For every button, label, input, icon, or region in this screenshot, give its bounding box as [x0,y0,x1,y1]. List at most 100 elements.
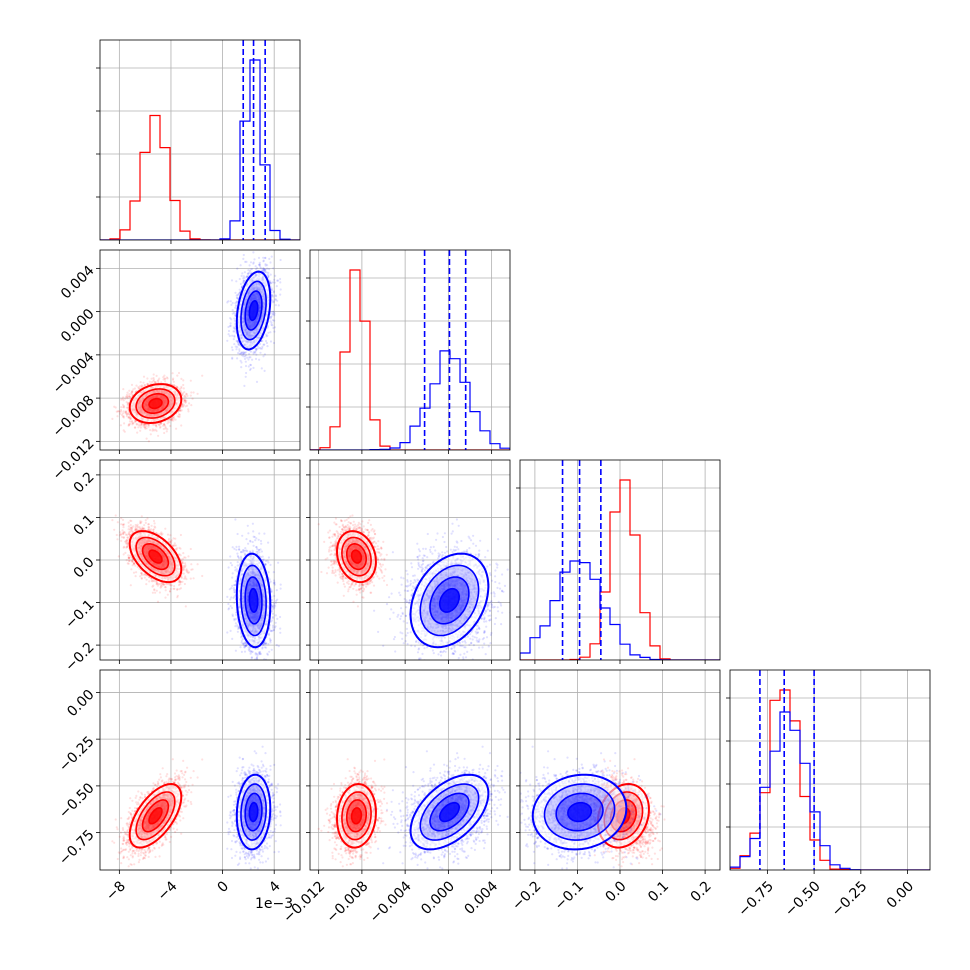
sample-point [154,424,158,427]
sample-point [170,417,174,420]
sample-point [251,267,254,271]
sample-point [184,396,187,399]
sample-point [158,423,161,426]
sample-point [273,278,276,281]
sample-point [248,353,251,356]
sample-point [111,417,114,420]
sample-point [184,399,187,402]
sample-point [157,422,160,426]
sample-point [273,330,276,333]
sample-point [179,390,182,393]
sample-point [139,381,142,384]
sample-point [142,381,145,384]
sample-point [124,397,127,400]
sample-point [153,381,156,384]
sample-point [274,274,277,277]
sample-point [142,425,145,428]
sample-point [152,378,155,381]
sample-point [152,373,155,376]
sample-point [152,376,155,380]
sample-point [228,334,231,338]
sample-point [164,380,167,383]
sample-point [147,440,150,443]
sample-point [126,395,129,398]
sample-point [244,354,248,357]
sample-point [229,322,232,325]
sample-point [187,408,190,411]
sample-point [240,274,243,277]
sample-point [135,384,138,387]
contour-a [148,397,163,410]
sample-point [226,339,229,342]
sample-point [171,416,174,419]
sample-point [231,348,234,352]
sample-point [275,285,278,288]
sample-point [181,393,184,396]
sample-point [127,395,130,398]
sample-point [191,397,194,400]
sample-point [236,341,239,344]
sample-point [170,419,174,422]
sample-point [242,257,245,260]
sample-point [122,396,125,399]
sample-point [172,417,176,420]
sample-point [155,429,158,433]
sample-point [183,395,186,398]
sample-point [164,377,167,380]
sample-point [154,428,157,431]
sample-point [122,415,125,418]
sample-point [252,251,255,254]
sample-point [183,398,186,401]
sample-point [242,253,245,257]
sample-point [175,427,178,430]
sample-point [270,323,273,326]
sample-point [229,324,232,327]
sample-point [171,372,174,375]
sample-point [266,273,269,276]
sample-point [274,298,277,301]
panel-0-0-content [100,40,300,240]
sample-point [190,404,193,407]
sample-point [163,424,166,427]
sample-point [126,403,129,406]
sample-point [264,256,267,260]
sample-point [176,415,179,418]
sample-point [227,329,231,333]
sample-point [269,261,272,264]
sample-point [127,423,130,426]
sample-point [184,399,187,402]
sample-point [128,395,131,398]
sample-point [273,326,277,329]
sample-point [140,424,143,427]
sample-point [187,410,190,413]
sample-point [159,425,162,428]
sample-point [266,334,269,337]
sample-point [271,310,274,313]
sample-point [265,341,268,345]
sample-point [127,416,130,419]
sample-point [182,383,185,387]
sample-point [163,431,166,435]
sample-point [182,387,185,390]
sample-point [279,288,282,291]
sample-point [273,319,276,322]
sample-point [133,387,136,390]
sample-point [189,379,192,382]
sample-point [149,429,152,432]
sample-point [124,410,127,413]
sample-point [145,437,148,440]
sample-point [147,425,150,428]
sample-point [279,293,282,296]
sample-point [139,429,142,432]
sample-point [125,410,128,413]
sample-point [234,302,237,305]
sample-point [143,423,147,426]
sample-point [239,359,242,362]
sample-point [279,258,282,262]
sample-point [237,352,240,355]
sample-point [131,419,134,423]
sample-point [263,343,266,346]
sample-point [172,380,175,383]
sample-point [180,377,183,380]
sample-point [238,288,241,291]
